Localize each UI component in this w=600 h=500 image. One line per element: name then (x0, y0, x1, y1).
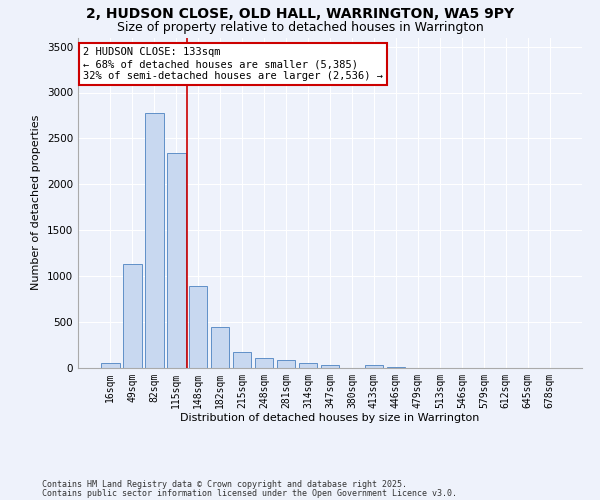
X-axis label: Distribution of detached houses by size in Warrington: Distribution of detached houses by size … (181, 413, 479, 423)
Text: 2, HUDSON CLOSE, OLD HALL, WARRINGTON, WA5 9PY: 2, HUDSON CLOSE, OLD HALL, WARRINGTON, W… (86, 8, 514, 22)
Bar (211, 327, 229, 368)
Text: 2 HUDSON CLOSE: 133sqm
← 68% of detached houses are smaller (5,385)
32% of semi-: 2 HUDSON CLOSE: 133sqm ← 68% of detached… (83, 48, 383, 80)
Bar (320, 365, 340, 368)
Bar (123, 264, 142, 368)
Bar (277, 360, 295, 368)
Bar (299, 363, 317, 368)
Bar (145, 112, 164, 368)
Y-axis label: Number of detached properties: Number of detached properties (31, 115, 41, 290)
Bar (365, 365, 383, 368)
Text: Contains public sector information licensed under the Open Government Licence v3: Contains public sector information licen… (42, 488, 457, 498)
Bar (189, 286, 208, 368)
Bar (255, 358, 274, 368)
Bar (167, 153, 185, 368)
Bar (101, 363, 119, 368)
Text: Size of property relative to detached houses in Warrington: Size of property relative to detached ho… (116, 22, 484, 35)
Text: Contains HM Land Registry data © Crown copyright and database right 2025.: Contains HM Land Registry data © Crown c… (42, 480, 407, 489)
Bar (386, 366, 405, 368)
Bar (233, 352, 251, 368)
